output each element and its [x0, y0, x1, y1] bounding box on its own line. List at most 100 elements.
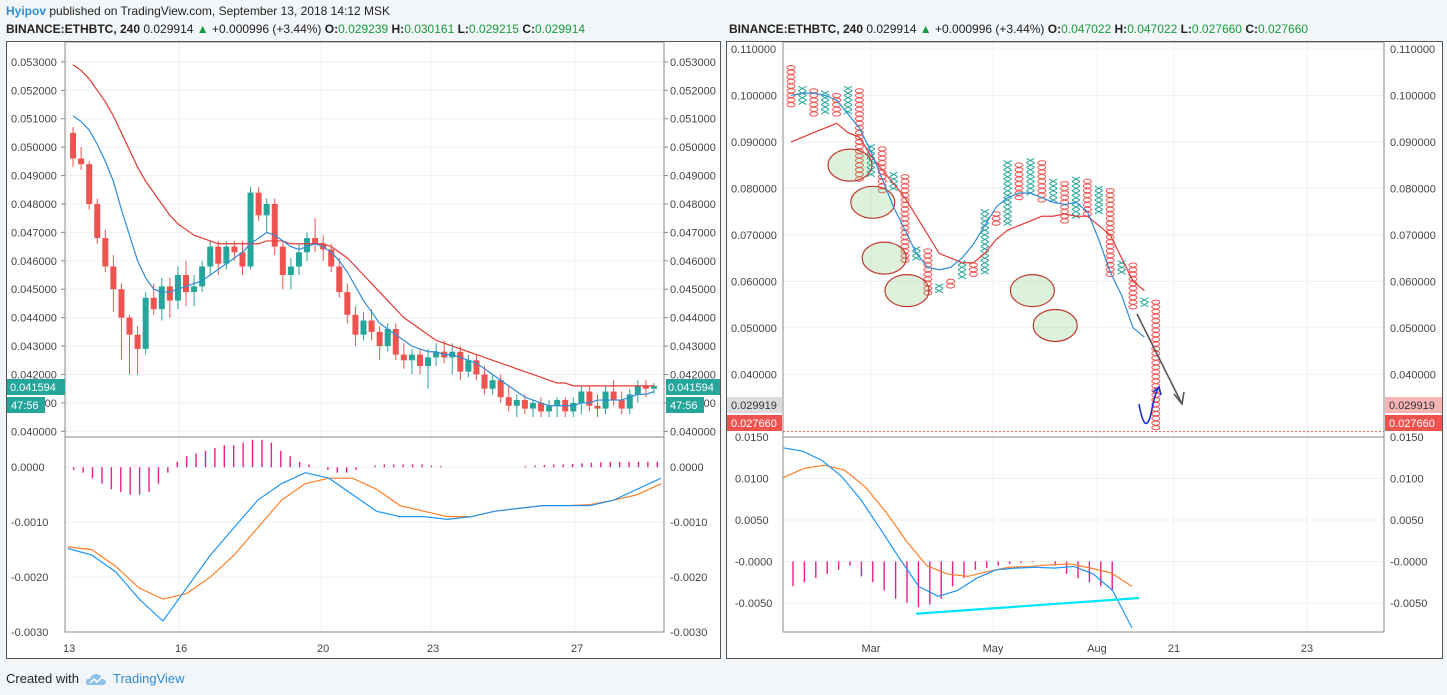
pnf-o-mark: [1037, 178, 1047, 185]
right-chart-svg[interactable]: 0.110000 0.110000 0.100000 0.100000 0.090000…: [727, 41, 1442, 658]
pnf-o-mark: [1151, 332, 1161, 338]
right-macd-frame: [782, 436, 1385, 633]
pnf-x-mark: [980, 227, 990, 233]
candle-body: [416, 354, 423, 366]
pnf-o-mark: [1060, 195, 1070, 201]
right-macd-pane[interactable]: [782, 447, 1140, 629]
candle-body: [489, 380, 496, 389]
pnf-o-mark: [1014, 171, 1024, 178]
tradingview-cloud-icon: [85, 673, 106, 685]
pnf-o-mark: [1151, 369, 1161, 375]
candle-body: [352, 314, 359, 335]
x-tick-label: Aug: [1087, 643, 1107, 655]
tradingview-brand-link[interactable]: TradingView: [112, 671, 185, 686]
y-tick-label: 0.049000: [670, 171, 716, 183]
pnf-o-mark: [1105, 192, 1115, 198]
pnf-o-mark: [1105, 197, 1115, 203]
left-time-badge-left: 47:56: [7, 397, 45, 413]
y-tick-label: 0.060000: [731, 276, 777, 288]
pnf-o-mark: [923, 271, 933, 277]
candle-body: [336, 266, 343, 293]
candle-body: [634, 385, 641, 395]
pnf-o-mark: [1037, 174, 1047, 180]
candle-body: [295, 252, 302, 267]
candle-body: [134, 334, 141, 349]
left-chart-panel[interactable]: 0.053000 0.053000 0.052000 0.052000 0.051000…: [6, 41, 721, 659]
candle-body: [642, 385, 649, 389]
highlight-circle: [884, 274, 930, 308]
pnf-x-mark: [866, 171, 876, 178]
left-price-pane[interactable]: [70, 64, 657, 418]
pnf-o-mark: [900, 174, 910, 180]
pnf-x-mark: [934, 283, 944, 289]
left-price-badge-right-text: 0.041594: [668, 382, 714, 394]
y-tick-label: 0.053000: [670, 57, 716, 69]
pnf-x-mark: [1003, 174, 1012, 180]
pnf-o-mark: [900, 215, 910, 222]
publish-info: published on TradingView.com, September …: [49, 4, 391, 18]
pnf-o-mark: [968, 267, 978, 273]
right-change: +0.000996 (+3.44%): [935, 22, 1045, 36]
left-price: 0.029914: [143, 22, 194, 36]
candle-body: [529, 402, 536, 409]
right-pnf-pane[interactable]: [783, 64, 1384, 433]
candle-body: [231, 246, 238, 253]
left-chart-svg[interactable]: 0.053000 0.053000 0.052000 0.052000 0.051000…: [7, 41, 720, 658]
right-badge-red-left: 0.027660: [727, 415, 782, 431]
right-open: 0.047022: [1061, 22, 1112, 36]
pnf-o-mark: [854, 143, 864, 150]
sma-fast-line: [72, 115, 655, 407]
pnf-x-mark: [1094, 195, 1104, 201]
pnf-o-mark: [1151, 360, 1161, 366]
candle-body: [166, 286, 173, 301]
y-tick-label: 0.0150: [735, 432, 769, 444]
pnf-o-mark: [1151, 378, 1161, 384]
left-grid: [65, 42, 664, 633]
left-close: 0.029914: [535, 22, 586, 36]
y-tick-label: 0.050000: [731, 323, 777, 335]
pnf-o-mark: [1105, 253, 1115, 259]
candle-body: [174, 275, 181, 301]
candle-body: [521, 400, 528, 409]
y-tick-label: 0.040000: [731, 369, 777, 381]
pnf-o-mark: [1014, 195, 1024, 201]
pnf-x-mark: [1026, 167, 1035, 173]
left-macd-pane[interactable]: [67, 439, 662, 622]
pnf-x-mark: [820, 99, 830, 106]
pnf-x-mark: [1003, 215, 1012, 222]
pnf-o-mark: [946, 283, 956, 289]
y-tick-label: -0.0030: [11, 627, 48, 639]
right-chart-panel[interactable]: 0.110000 0.110000 0.100000 0.100000 0.090000…: [726, 41, 1443, 659]
pnf-o-mark: [1014, 181, 1024, 187]
x-tick-label: Mar: [862, 643, 881, 655]
y-tick-label: 0.040000: [670, 426, 716, 438]
author-name[interactable]: Hyipov: [6, 4, 47, 18]
candle-body: [118, 289, 125, 318]
pnf-o-mark: [809, 111, 819, 117]
candle-body: [182, 275, 189, 293]
pnf-o-mark: [786, 78, 796, 85]
candle-body: [400, 354, 407, 361]
right-price-frame: [782, 41, 1385, 438]
footer: Created with TradingView: [6, 671, 185, 686]
right-grid: [783, 42, 1384, 632]
x-tick-label: 20: [317, 643, 329, 655]
y-tick-label: 0.0000: [670, 462, 704, 474]
pnf-o-mark: [832, 111, 842, 117]
pnf-x-mark: [1071, 204, 1081, 210]
right-badge-gray-text: 0.029919: [731, 400, 777, 412]
pnf-x-mark: [1048, 183, 1058, 189]
pnf-x-mark: [980, 260, 990, 266]
pnf-o-mark: [1082, 188, 1092, 194]
pnf-x-mark: [980, 269, 990, 275]
left-open: 0.029239: [338, 22, 389, 36]
pnf-x-mark: [1071, 195, 1081, 201]
left-high: 0.030161: [404, 22, 455, 36]
pnf-x-mark: [1094, 208, 1104, 215]
left-o-label: O:: [324, 22, 339, 36]
candle-body: [513, 400, 520, 406]
pnf-x-mark: [1003, 202, 1012, 208]
pnf-o-mark: [1151, 411, 1161, 417]
pnf-o-mark: [854, 116, 864, 122]
left-price-frame: [64, 41, 665, 438]
